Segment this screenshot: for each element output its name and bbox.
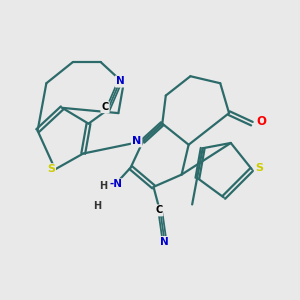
Text: O: O xyxy=(257,116,267,128)
Text: N: N xyxy=(116,76,124,86)
Text: N: N xyxy=(132,136,141,146)
Text: -N: -N xyxy=(110,179,123,189)
Text: H: H xyxy=(93,201,101,211)
Text: C: C xyxy=(101,102,109,112)
Text: H: H xyxy=(100,181,108,191)
Text: S: S xyxy=(255,163,263,172)
Text: N: N xyxy=(160,237,168,247)
Text: C: C xyxy=(155,206,162,215)
Text: S: S xyxy=(47,164,55,174)
